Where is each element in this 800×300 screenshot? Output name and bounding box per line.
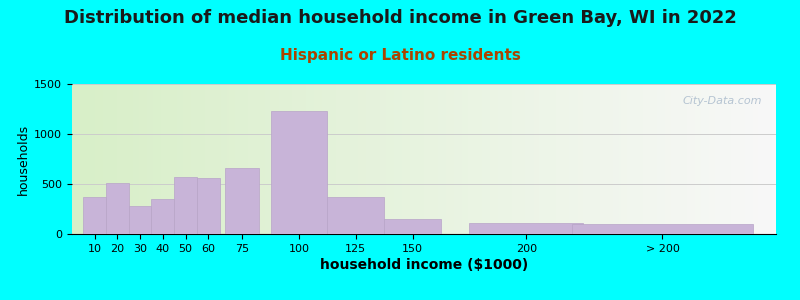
Bar: [470, 223, 583, 234]
Text: City-Data.com: City-Data.com: [682, 96, 762, 106]
Bar: [151, 199, 174, 234]
Bar: [106, 183, 129, 234]
Y-axis label: households: households: [17, 123, 30, 195]
Text: Distribution of median household income in Green Bay, WI in 2022: Distribution of median household income …: [63, 9, 737, 27]
Text: Hispanic or Latino residents: Hispanic or Latino residents: [279, 48, 521, 63]
Bar: [129, 206, 151, 234]
Bar: [226, 168, 259, 234]
Bar: [270, 111, 327, 234]
Bar: [197, 178, 220, 234]
Bar: [572, 224, 754, 234]
Bar: [384, 218, 441, 234]
Bar: [327, 197, 384, 234]
Bar: [83, 197, 106, 234]
Bar: [174, 176, 197, 234]
X-axis label: household income ($1000): household income ($1000): [320, 258, 528, 272]
